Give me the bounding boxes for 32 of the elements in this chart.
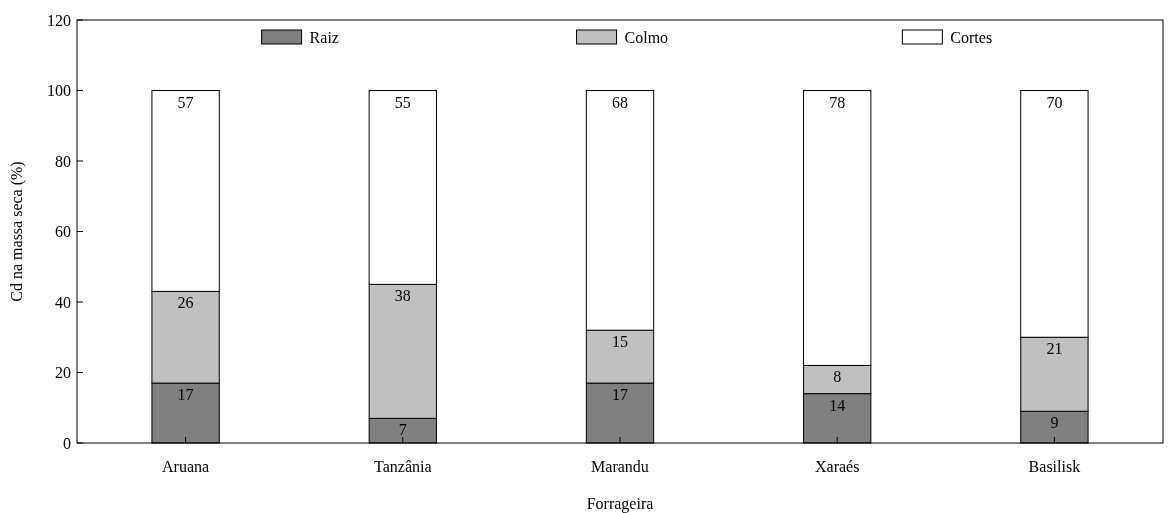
x-tick-label: Basilisk xyxy=(1028,458,1081,475)
legend-label: Raiz xyxy=(309,28,339,46)
data-label: 21 xyxy=(1046,340,1063,358)
data-label: 78 xyxy=(829,93,846,111)
x-tick-label: Xaraés xyxy=(814,458,860,475)
data-label: 9 xyxy=(1050,414,1059,432)
data-label: 55 xyxy=(394,93,411,111)
data-label: 38 xyxy=(394,287,411,305)
x-tick-label: Marandu xyxy=(591,458,649,475)
data-label: 8 xyxy=(833,368,842,386)
y-tick-label: 20 xyxy=(55,364,71,382)
y-tick-label: 60 xyxy=(55,223,71,241)
data-label: 26 xyxy=(177,294,194,312)
data-label: 14 xyxy=(829,396,846,414)
y-tick-label: 80 xyxy=(55,152,71,170)
y-tick-label: 0 xyxy=(63,434,71,452)
y-tick-label: 40 xyxy=(55,293,71,311)
data-label: 68 xyxy=(612,93,628,111)
y-tick-label: 120 xyxy=(47,11,71,29)
y-axis-title: Cd na massa seca (%) xyxy=(8,161,26,302)
x-tick-label: Tanzânia xyxy=(374,458,432,475)
data-label: 57 xyxy=(177,93,194,111)
data-label: 70 xyxy=(1046,93,1063,111)
x-axis-title: Forrageira xyxy=(586,495,654,513)
x-tick-label: Aruana xyxy=(162,458,210,475)
data-label: 17 xyxy=(177,386,194,404)
data-label: 17 xyxy=(612,386,628,404)
data-label: 15 xyxy=(612,333,628,351)
data-label: 7 xyxy=(398,421,407,439)
y-tick-label: 100 xyxy=(47,82,71,100)
legend-label: Colmo xyxy=(624,28,669,46)
legend-label: Cortes xyxy=(950,28,993,46)
